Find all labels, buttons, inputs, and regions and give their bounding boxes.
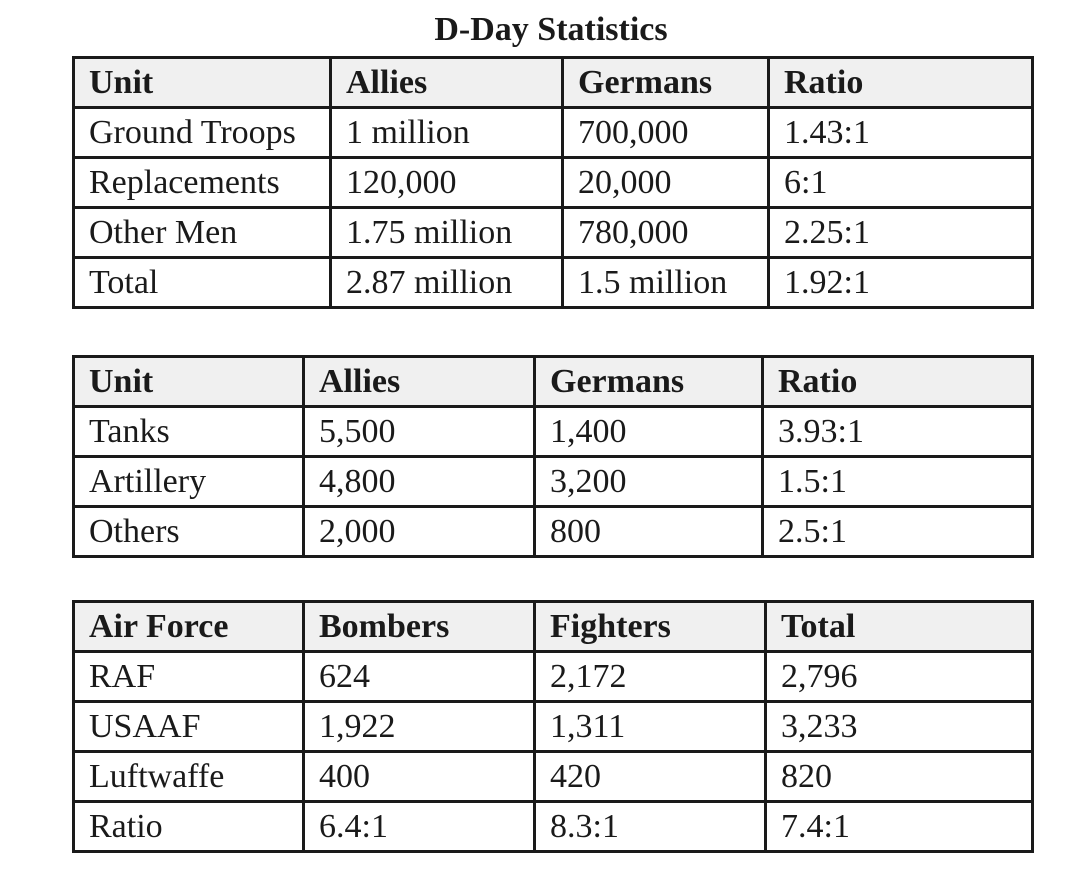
table-cell: Ground Troops [72, 106, 332, 159]
table-cell: 6.4:1 [302, 800, 536, 853]
air-force-table: Air Force Bombers Fighters Total RAF 624… [72, 600, 1034, 853]
table-cell: 3,200 [533, 455, 764, 508]
table-cell: 624 [302, 650, 536, 703]
table-cell: Luftwaffe [72, 750, 305, 803]
column-header: Allies [302, 355, 536, 408]
table-cell: 2,796 [764, 650, 1034, 703]
column-header: Allies [329, 56, 564, 109]
table-cell: 2.25:1 [767, 206, 1034, 259]
table-cell: 5,500 [302, 405, 536, 458]
table-header-row: Air Force Bombers Fighters Total [72, 600, 1034, 653]
table-row: Ground Troops 1 million 700,000 1.43:1 [72, 106, 1034, 159]
column-header: Fighters [533, 600, 767, 653]
table-row: USAAF 1,922 1,311 3,233 [72, 700, 1034, 753]
table-cell: 3.93:1 [761, 405, 1034, 458]
table-cell: 1,922 [302, 700, 536, 753]
table-cell: RAF [72, 650, 305, 703]
table-cell: 400 [302, 750, 536, 803]
table-row: Total 2.87 million 1.5 million 1.92:1 [72, 256, 1034, 309]
column-header: Ratio [761, 355, 1034, 408]
column-header: Bombers [302, 600, 536, 653]
table-cell: 1,400 [533, 405, 764, 458]
table-row: Other Men 1.75 million 780,000 2.25:1 [72, 206, 1034, 259]
table-cell: 420 [533, 750, 767, 803]
table-cell: 4,800 [302, 455, 536, 508]
table-cell: 1.43:1 [767, 106, 1034, 159]
table-cell: Tanks [72, 405, 305, 458]
page-title: D-Day Statistics [434, 11, 668, 48]
table-cell: 2,172 [533, 650, 767, 703]
table-cell: 2.5:1 [761, 505, 1034, 558]
table-cell: 2,000 [302, 505, 536, 558]
table-row: Ratio 6.4:1 8.3:1 7.4:1 [72, 800, 1034, 853]
column-header: Germans [533, 355, 764, 408]
table-row: Artillery 4,800 3,200 1.5:1 [72, 455, 1034, 508]
table-row: RAF 624 2,172 2,796 [72, 650, 1034, 703]
table-cell: 780,000 [561, 206, 770, 259]
table-cell: 1.5:1 [761, 455, 1034, 508]
column-header: Air Force [72, 600, 305, 653]
table-cell: 1 million [329, 106, 564, 159]
table-cell: Replacements [72, 156, 332, 209]
table-cell: Others [72, 505, 305, 558]
table-cell: 3,233 [764, 700, 1034, 753]
table-cell: USAAF [72, 700, 305, 753]
column-header: Unit [72, 355, 305, 408]
table-cell: 1,311 [533, 700, 767, 753]
table-cell: 7.4:1 [764, 800, 1034, 853]
table-cell: 20,000 [561, 156, 770, 209]
column-header: Ratio [767, 56, 1034, 109]
table-cell: 1.92:1 [767, 256, 1034, 309]
table-cell: Total [72, 256, 332, 309]
table-cell: 2.87 million [329, 256, 564, 309]
table-row: Replacements 120,000 20,000 6:1 [72, 156, 1034, 209]
column-header: Unit [72, 56, 332, 109]
table-cell: 6:1 [767, 156, 1034, 209]
table-row: Others 2,000 800 2.5:1 [72, 505, 1034, 558]
table-cell: Other Men [72, 206, 332, 259]
table-header-row: Unit Allies Germans Ratio [72, 56, 1034, 109]
equipment-table: Unit Allies Germans Ratio Tanks 5,500 1,… [72, 355, 1034, 558]
table-row: Luftwaffe 400 420 820 [72, 750, 1034, 803]
table-cell: 8.3:1 [533, 800, 767, 853]
table-cell: 120,000 [329, 156, 564, 209]
column-header: Germans [561, 56, 770, 109]
column-header: Total [764, 600, 1034, 653]
table-cell: Ratio [72, 800, 305, 853]
table-header-row: Unit Allies Germans Ratio [72, 355, 1034, 408]
table-cell: 820 [764, 750, 1034, 803]
table-cell: 1.75 million [329, 206, 564, 259]
personnel-table: Unit Allies Germans Ratio Ground Troops … [72, 56, 1034, 309]
table-cell: 1.5 million [561, 256, 770, 309]
table-cell: 800 [533, 505, 764, 558]
table-cell: Artillery [72, 455, 305, 508]
table-row: Tanks 5,500 1,400 3.93:1 [72, 405, 1034, 458]
table-cell: 700,000 [561, 106, 770, 159]
